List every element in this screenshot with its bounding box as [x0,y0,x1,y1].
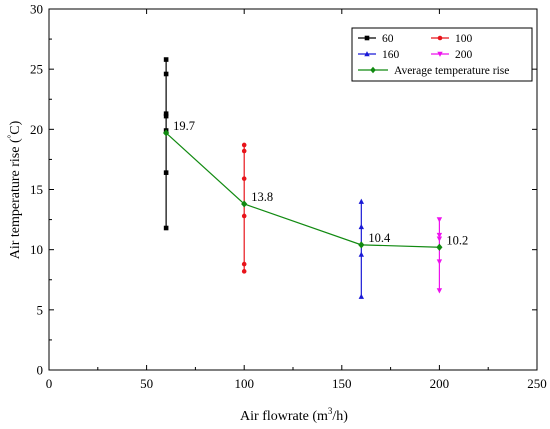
y-tick-label: 20 [30,122,43,137]
x-tick-label: 200 [430,376,450,391]
average-data-label: 10.2 [446,233,468,247]
x-tick-label: 0 [46,376,53,391]
series-100-point [241,213,247,219]
series-60 [163,57,169,231]
axis-ticks-group: 0 50 100 150 200 250 0 5 10 15 20 25 30 [30,2,547,392]
y-axis-label-deg: ° [6,134,16,138]
average-data-label: 10.4 [368,231,391,245]
legend-label: 100 [455,33,473,45]
legend-item-average-temperature-rise: Average temperature rise [358,65,509,77]
average-series-group: 19.7 13.8 10.4 10.2 [163,119,468,251]
y-tick-label: 30 [30,2,43,17]
series-100-point [241,269,247,274]
legend-label: 200 [455,49,473,61]
x-axis-label: Air flowrate (m3/h) [240,406,348,424]
x-axis-label-tail: /h) [332,409,348,424]
legend-item-60: 60 [358,33,394,45]
legend-label: 160 [382,49,400,61]
series-60-point [163,57,169,62]
series-200-point [436,259,443,265]
series-100-point [241,148,247,154]
x-tick-label: 250 [527,376,547,391]
legend-label: Average temperature rise [394,65,509,77]
x-axis-label-text: Air flowrate (m [240,409,328,424]
y-axis-label: Air temperature rise (°C) [6,120,23,259]
series-60-point [163,71,169,77]
series-160-point [358,293,365,299]
y-axis-label-tail: C) [8,120,23,134]
y-axis-label-text: Air temperature rise ( [8,138,23,259]
average-line [165,132,440,248]
series-group [163,57,443,299]
legend-swatch-marker [364,35,370,41]
average-point [163,129,170,137]
series-60-point [163,111,169,116]
series-100-point [241,176,247,181]
x-axis-label-sup: 3 [328,406,333,416]
legend-swatch-marker [437,51,443,57]
series-100-point [241,261,247,267]
y-tick-label: 15 [30,182,43,197]
series-200 [436,217,443,294]
series-160-point [358,198,365,204]
legend-item-160: 160 [358,49,400,61]
y-tick-label: 5 [37,302,44,317]
legend-label: 60 [382,33,394,45]
legend-item-200: 200 [431,49,473,61]
x-tick-label: 150 [332,376,352,391]
series-200-point [436,217,443,223]
series-160-point [358,223,365,230]
average-data-label: 19.7 [173,119,195,133]
series-60-point [163,170,169,175]
legend-item-100: 100 [431,33,473,45]
series-100 [241,142,247,274]
legend-swatch-marker [364,51,370,57]
legend: 60 100 160 200 Average temperature rise [351,27,533,82]
y-tick-label: 25 [30,62,43,77]
average-point [358,241,365,249]
average-point [241,200,248,208]
y-tick-label: 10 [30,242,43,257]
y-tick-label: 0 [37,363,44,378]
x-tick-label: 50 [140,376,153,391]
series-160 [358,198,365,299]
series-100-point [241,142,247,148]
series-60-point [163,113,169,119]
legend-swatch-marker [437,35,443,41]
series-200-point [436,236,443,242]
average-point [436,243,443,251]
series-200-point [436,288,443,294]
legend-swatch-marker [370,66,376,74]
series-160-point [358,251,365,257]
series-60-point [163,225,169,231]
series-200-point [436,232,443,239]
average-data-label: 13.8 [251,190,273,204]
x-tick-label: 100 [234,376,254,391]
